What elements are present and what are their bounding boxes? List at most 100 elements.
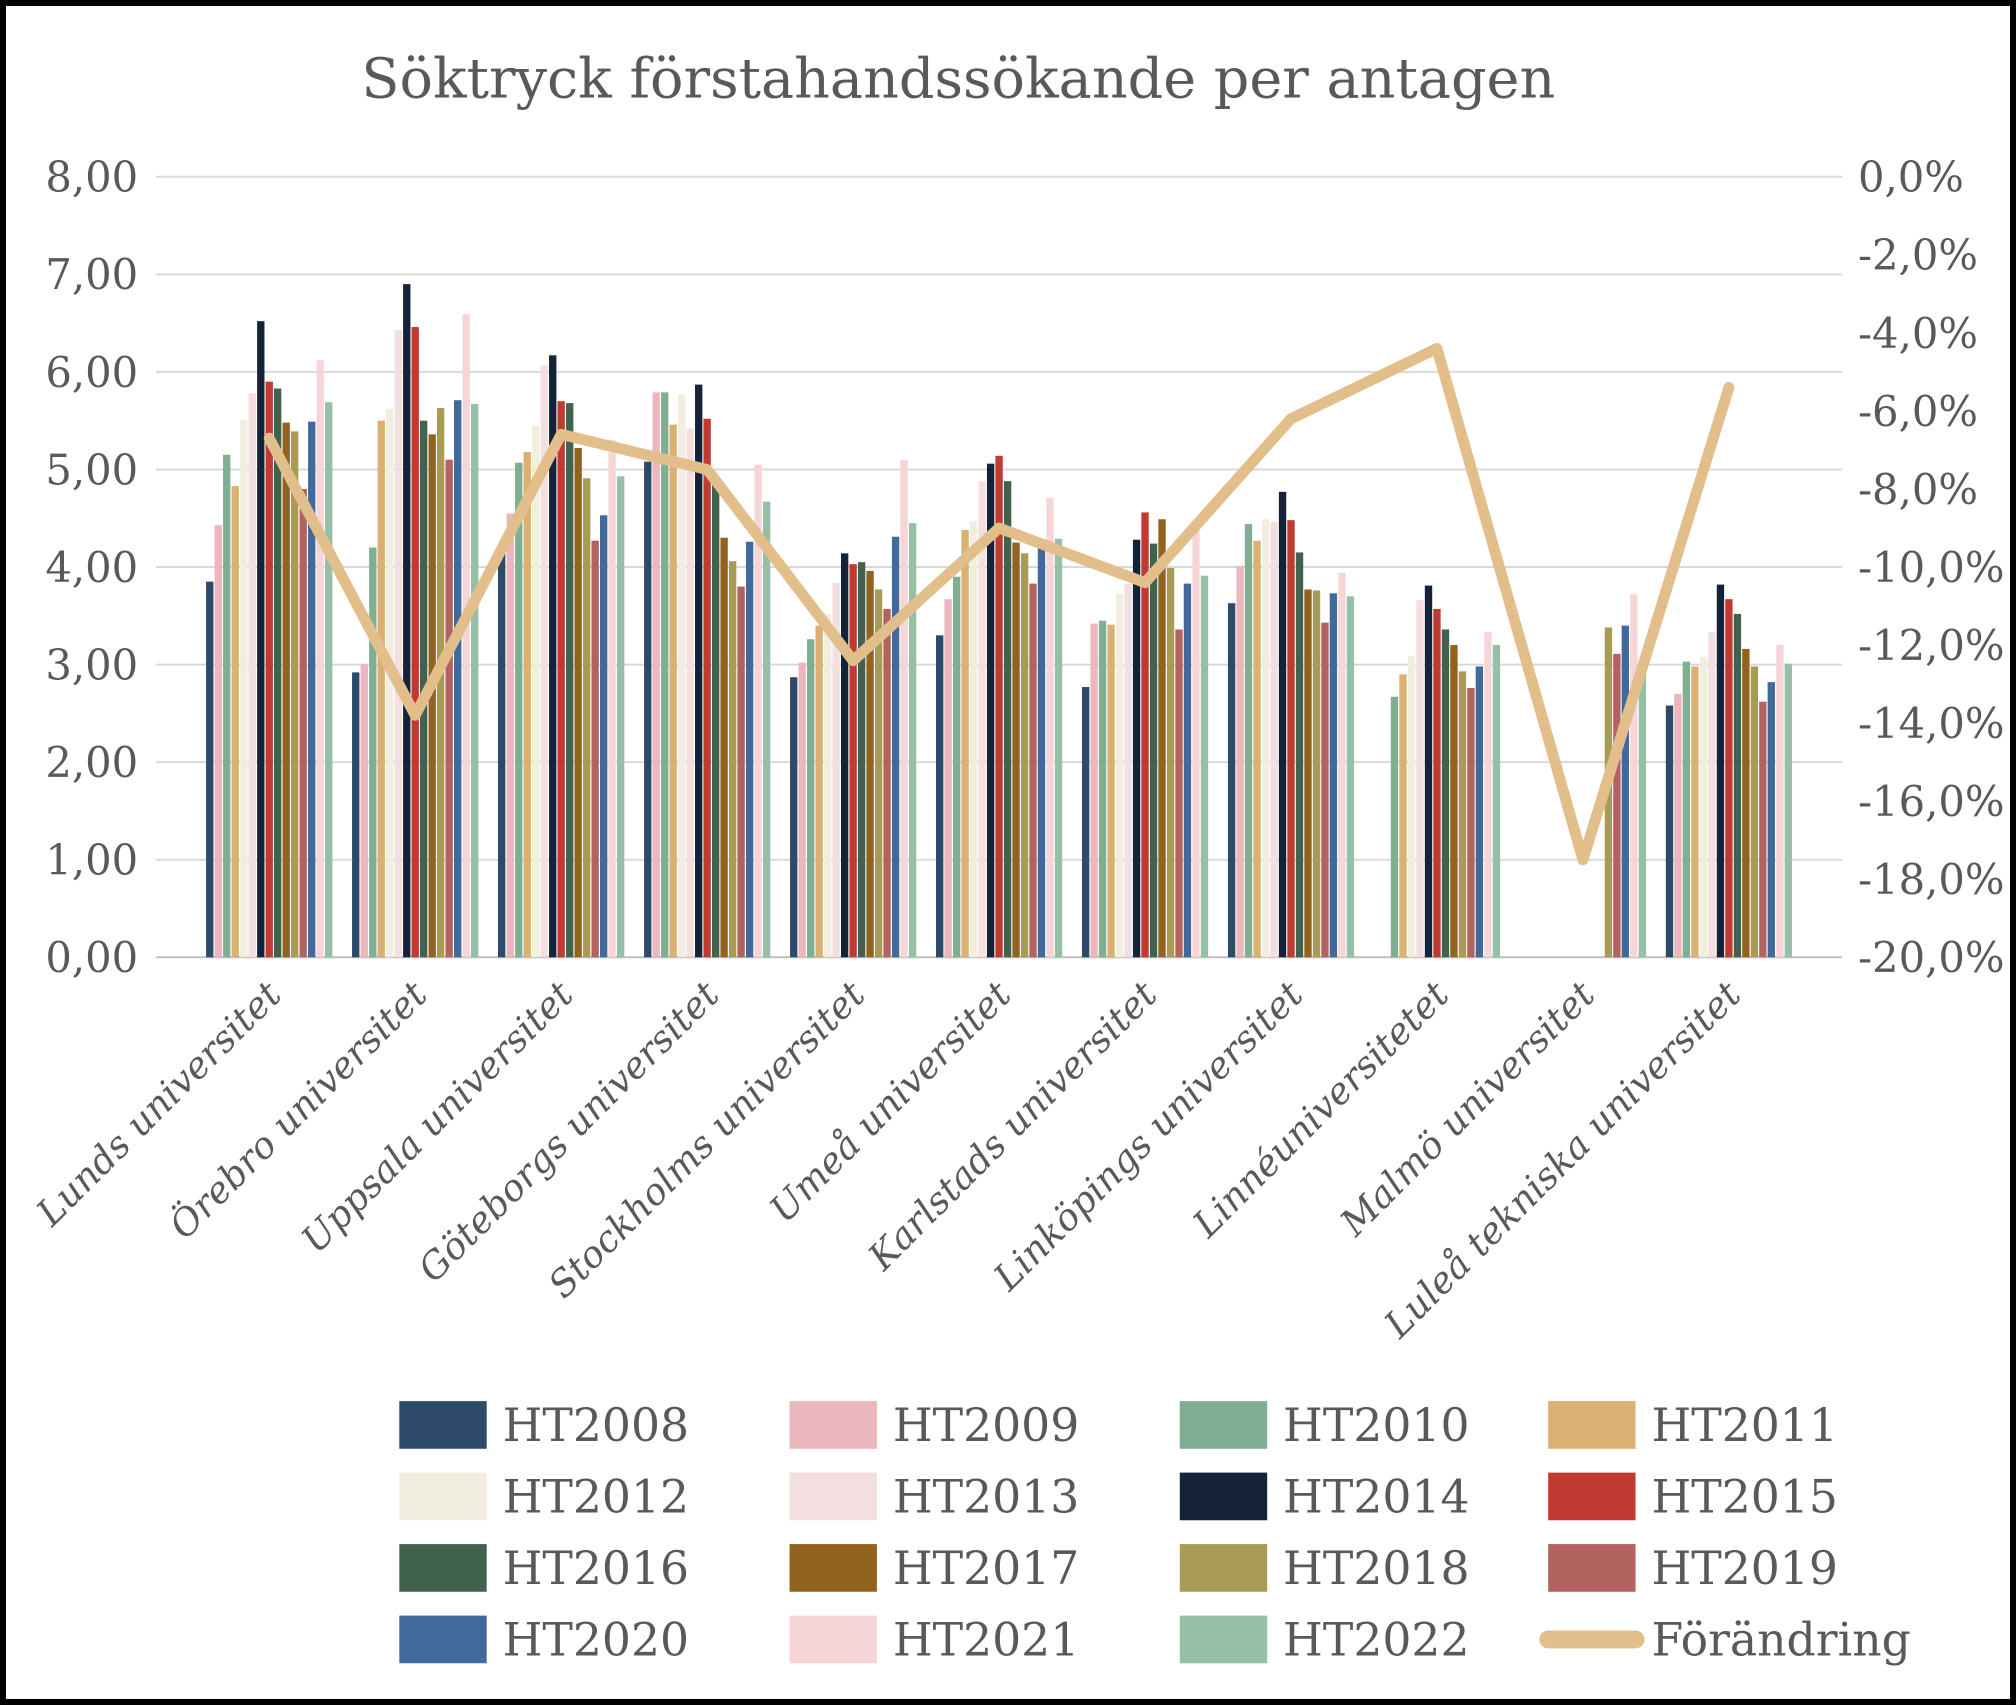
bar <box>445 459 453 958</box>
legend-item: HT2012 <box>399 1470 689 1523</box>
legend-item: HT2018 <box>1179 1542 1470 1595</box>
legend-item: HT2017 <box>789 1542 1079 1595</box>
bar <box>686 428 694 958</box>
legend: HT2008 HT2009 HT2010 HT2011 HT2012 HT2013 HT20… <box>399 1399 1911 1666</box>
bar <box>1390 696 1399 958</box>
bar <box>454 400 462 958</box>
legend-label: HT2014 <box>1283 1470 1469 1523</box>
bar <box>1020 553 1029 958</box>
bar <box>240 419 248 958</box>
bar <box>1295 552 1304 958</box>
bar <box>936 635 944 958</box>
bar <box>1192 526 1200 958</box>
category-label: Umeå universitet <box>761 973 1019 1231</box>
bar <box>807 639 815 958</box>
bar <box>1407 655 1416 958</box>
bar <box>1183 583 1192 958</box>
bar <box>574 447 582 958</box>
bar <box>394 330 402 958</box>
bar <box>532 425 540 958</box>
bar <box>644 461 652 958</box>
legend-label: HT2015 <box>1651 1470 1837 1523</box>
bar <box>411 327 419 958</box>
legend-label: HT2009 <box>893 1399 1079 1452</box>
right-axis-tick-label: 0,0% <box>1858 153 1964 202</box>
bar <box>248 393 256 958</box>
chart: Söktryck förstahandssökande per antagen … <box>27 46 2005 1666</box>
bar <box>608 440 616 958</box>
bar <box>1158 519 1166 958</box>
bar <box>815 625 823 958</box>
legend-label: Förändring <box>1651 1613 1910 1666</box>
legend-item: HT2008 <box>399 1399 689 1452</box>
bar <box>762 501 771 958</box>
bar <box>223 454 231 958</box>
legend-swatch <box>1179 1615 1268 1664</box>
bar <box>952 576 961 958</box>
bar <box>1716 584 1725 958</box>
bar <box>282 422 290 958</box>
bar <box>661 392 669 958</box>
left-axis-tick-label: 1,00 <box>45 836 138 885</box>
bar <box>1776 645 1784 958</box>
legend-label: HT2022 <box>1283 1613 1469 1666</box>
bar <box>1166 568 1175 958</box>
bar <box>1141 512 1149 958</box>
bar <box>290 431 299 958</box>
bar <box>1682 661 1691 958</box>
left-axis-tick-label: 4,00 <box>45 543 138 592</box>
legend-label: HT2020 <box>503 1613 689 1666</box>
bar <box>1492 645 1501 958</box>
bar <box>1450 645 1458 958</box>
bar <box>1107 624 1115 958</box>
left-axis-labels: 8,00 7,00 6,00 5,00 4,00 3,00 2,00 1,00 0,00 <box>45 153 138 982</box>
legend-swatch <box>789 1401 877 1449</box>
left-axis-tick-label: 8,00 <box>45 153 138 202</box>
category-label: Göteborgs universitet <box>410 973 728 1291</box>
bar <box>591 540 599 958</box>
legend-label: HT2019 <box>1651 1542 1837 1595</box>
bar <box>274 388 282 958</box>
bar <box>325 402 333 958</box>
bar <box>1236 566 1244 958</box>
category-label: Uppsala universitet <box>293 973 582 1262</box>
bar <box>1287 520 1295 958</box>
legend-label: HT2008 <box>503 1399 689 1452</box>
bar <box>798 662 806 958</box>
bar <box>891 536 900 958</box>
right-axis-tick-label: -4,0% <box>1858 309 1978 358</box>
legend-swatch <box>789 1615 877 1664</box>
category-label: Linnéuniversitetet <box>1184 973 1457 1246</box>
legend-swatch <box>399 1615 487 1664</box>
legend-swatch <box>1548 1472 1636 1521</box>
bar <box>462 314 470 958</box>
bar <box>583 478 591 958</box>
right-axis-tick-label: -6,0% <box>1858 387 1978 436</box>
bar <box>316 360 324 958</box>
bar <box>840 553 849 958</box>
left-axis-tick-label: 0,00 <box>45 933 138 982</box>
legend-swatch <box>789 1472 877 1521</box>
bar <box>566 403 574 958</box>
bar <box>995 455 1003 958</box>
bar <box>540 365 548 958</box>
legend-label: HT2018 <box>1283 1542 1469 1595</box>
bar <box>1312 590 1321 958</box>
bar <box>711 481 720 958</box>
legend-label: HT2010 <box>1283 1399 1469 1452</box>
left-axis-tick-label: 6,00 <box>45 348 138 397</box>
category-label: Lunds universitet <box>27 973 289 1235</box>
right-axis-tick-label: -10,0% <box>1858 543 2005 592</box>
trend-line-group <box>263 343 1735 866</box>
legend-item: HT2010 <box>1179 1399 1470 1452</box>
legend-swatch <box>399 1401 487 1449</box>
bar <box>471 404 479 958</box>
bar <box>1613 653 1621 958</box>
bar <box>1321 622 1329 958</box>
legend-label: HT2021 <box>893 1613 1079 1666</box>
legend-swatch <box>1179 1472 1268 1521</box>
bar <box>1475 666 1484 958</box>
bar <box>1424 585 1433 958</box>
right-axis-tick-label: -16,0% <box>1858 777 2005 826</box>
